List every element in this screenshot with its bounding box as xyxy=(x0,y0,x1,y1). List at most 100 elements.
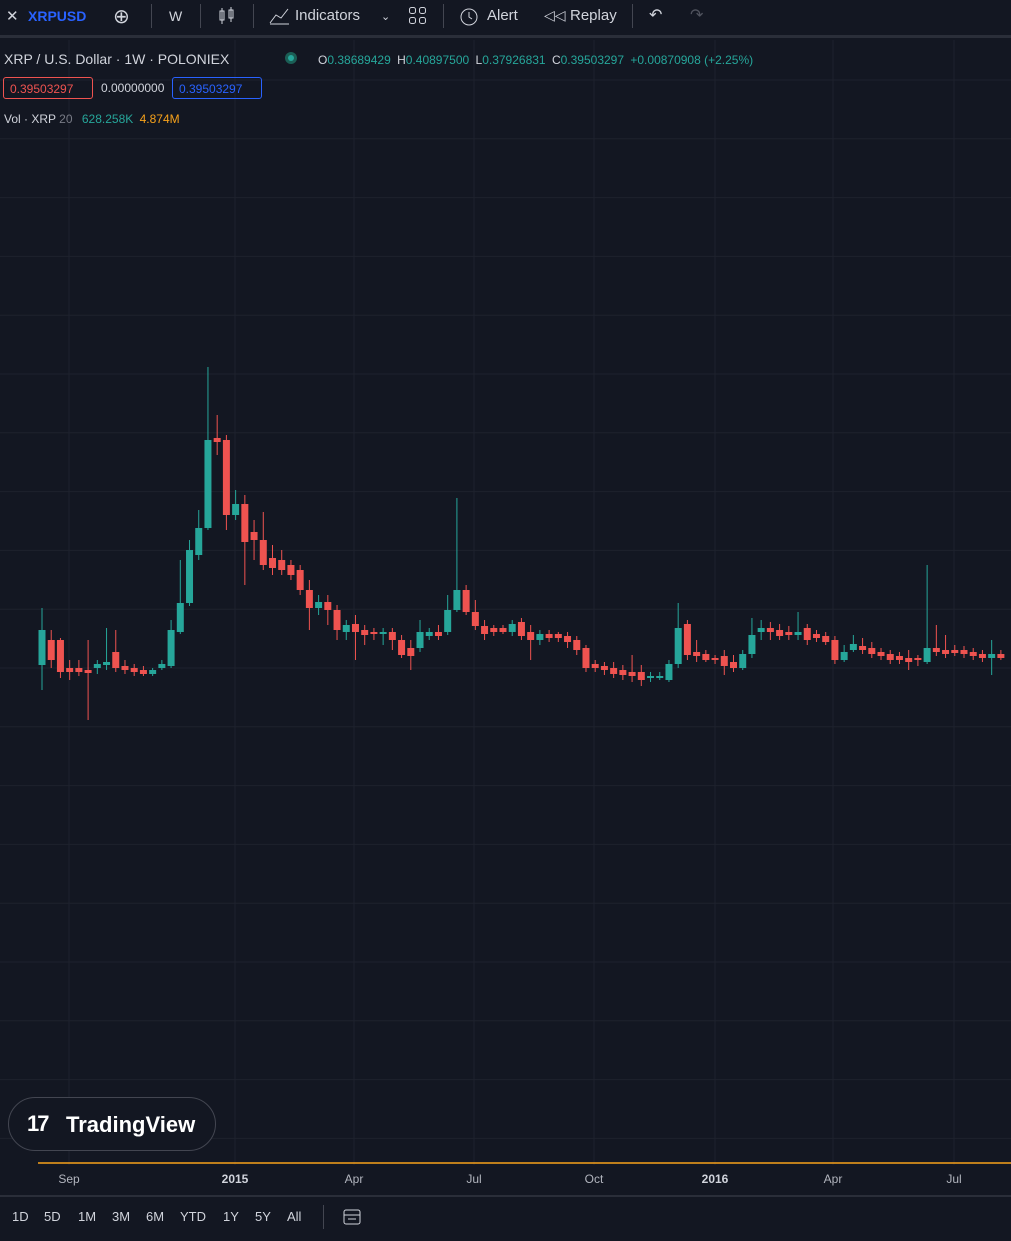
range-button[interactable]: 3M xyxy=(112,1209,131,1224)
candle-body xyxy=(370,632,378,634)
candle-body xyxy=(287,565,295,575)
time-label: Jul xyxy=(946,1172,962,1186)
candle-body xyxy=(186,550,194,603)
legend-title: XRP / U.S. Dollar · 1W · POLONIEX xyxy=(4,51,230,67)
layouts-icon[interactable] xyxy=(408,6,428,26)
candle-body xyxy=(56,640,64,672)
candle-body xyxy=(978,654,986,658)
range-button[interactable]: 5D xyxy=(44,1209,61,1224)
date-range-icon[interactable] xyxy=(342,1207,362,1227)
candle-body xyxy=(176,603,184,632)
candle-body xyxy=(656,676,664,678)
range-button[interactable]: YTD xyxy=(180,1209,206,1224)
candle-body xyxy=(748,635,756,654)
candle-body xyxy=(905,658,913,662)
h-label: H xyxy=(397,53,406,67)
candle-body xyxy=(785,632,793,635)
chart-type-icon[interactable] xyxy=(218,6,236,26)
candle-body xyxy=(527,632,535,640)
candle-body xyxy=(739,654,747,668)
candle-body xyxy=(324,602,332,610)
logo-text: TradingView xyxy=(66,1112,196,1137)
range-button[interactable]: 1Y xyxy=(223,1209,239,1224)
candle-body xyxy=(619,670,627,675)
candle-body xyxy=(877,652,885,656)
time-label: Sep xyxy=(58,1172,80,1186)
buy-price[interactable]: 0.39503297 xyxy=(172,77,262,99)
volume-legend: Vol · XRP 20 628.258K 4.874M xyxy=(4,112,180,126)
candle-body xyxy=(637,672,645,680)
candle-body xyxy=(333,610,341,630)
candle-body xyxy=(766,628,774,632)
candle-body xyxy=(250,532,258,540)
candle-body xyxy=(942,650,950,654)
candle-body xyxy=(932,648,940,652)
candle-body xyxy=(849,644,857,650)
range-button[interactable]: 1M xyxy=(78,1209,97,1224)
candle-body xyxy=(822,636,830,642)
close: 0.39503297 xyxy=(560,53,625,67)
symbol[interactable]: XRPUSD xyxy=(28,8,87,24)
close-icon[interactable]: ✕ xyxy=(6,8,19,25)
candle-body xyxy=(600,666,608,670)
candle-body xyxy=(730,662,737,668)
candle-body xyxy=(66,668,74,672)
dropdown[interactable]: ⌄ xyxy=(381,11,391,23)
c-label: C xyxy=(551,53,561,67)
candle-body xyxy=(647,676,655,678)
candle-body xyxy=(914,658,922,660)
range-button[interactable]: 6M xyxy=(146,1209,165,1224)
separator xyxy=(151,4,152,28)
logo-badge[interactable]: 17 TradingView xyxy=(8,1097,216,1151)
candle-body xyxy=(674,628,682,664)
candle-body xyxy=(75,668,83,672)
candle-body xyxy=(711,658,719,660)
status-dot-outer xyxy=(285,52,297,64)
candle-body xyxy=(573,640,581,650)
candle-body xyxy=(490,628,498,632)
indicators[interactable]: Indicators xyxy=(295,7,361,24)
candle-body xyxy=(158,664,166,668)
candle-body xyxy=(453,590,461,610)
add-symbol[interactable]: ⊕ xyxy=(113,6,130,28)
change: +0.00870908 (+2.25%) xyxy=(630,53,754,67)
candle-body xyxy=(499,628,507,632)
candle-body xyxy=(167,630,175,666)
alert[interactable]: Alert xyxy=(487,7,518,24)
indicators-icon[interactable] xyxy=(268,6,290,26)
candle-body xyxy=(812,634,820,638)
candle-body xyxy=(683,624,691,655)
candle-body xyxy=(232,504,240,515)
redo[interactable]: ↷ xyxy=(690,7,704,24)
candle-body xyxy=(47,640,55,660)
candle-body xyxy=(398,640,406,655)
candle-body xyxy=(351,624,359,632)
candle-body xyxy=(379,632,387,634)
candle-body xyxy=(895,656,903,660)
candle-body xyxy=(407,648,415,656)
range-button[interactable]: 1D xyxy=(12,1209,29,1224)
high: 0.40897500 xyxy=(405,53,470,67)
candle-body xyxy=(840,652,848,660)
candle-body xyxy=(195,528,203,555)
candle-body xyxy=(342,625,350,632)
sell-price[interactable]: 0.39503297 xyxy=(3,77,93,99)
range-button[interactable]: All xyxy=(287,1209,302,1224)
range-button[interactable]: 5Y xyxy=(255,1209,271,1224)
candle-body xyxy=(149,670,157,674)
candle-body xyxy=(969,652,977,656)
candle-body xyxy=(536,634,544,640)
replay-icon[interactable]: ◁◁ xyxy=(544,7,566,23)
time-label: 2016 xyxy=(701,1172,729,1186)
candle-body xyxy=(296,570,304,590)
candle-body xyxy=(213,438,221,442)
candle-body xyxy=(951,650,959,653)
alert-icon[interactable] xyxy=(458,5,480,27)
time-label: 2015 xyxy=(221,1172,249,1186)
candle-body xyxy=(481,626,489,634)
undo[interactable]: ↶ xyxy=(649,7,663,24)
candle-body xyxy=(794,632,802,635)
ohlc-legend: O0.38689429 H0.40897500 L0.37926831 C0.3… xyxy=(318,53,753,67)
replay[interactable]: Replay xyxy=(570,7,617,24)
interval[interactable]: W xyxy=(169,8,183,24)
